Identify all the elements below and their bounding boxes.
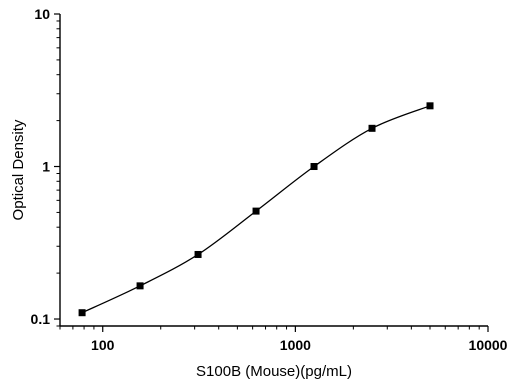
data-point [136,282,144,290]
x-axis-title: S100B (Mouse)(pg/mL) [196,363,352,380]
y-tick-label: 1 [42,159,50,175]
y-axis-title: Optical Density [10,119,27,220]
data-point [368,124,376,132]
y-tick-label: 0.1 [31,311,51,327]
axes [59,14,488,327]
ticks: 100 1000 10000 0.1 1 10 [31,6,507,353]
data-point [78,309,86,317]
data-point [310,163,318,171]
data-points [78,102,434,317]
data-point [426,102,434,110]
data-point [194,250,202,258]
x-tick-label: 100 [91,337,115,353]
x-tick-label: 1000 [280,337,311,353]
data-point [252,207,260,215]
y-tick-label: 10 [34,6,50,22]
x-tick-label: 10000 [469,337,507,353]
